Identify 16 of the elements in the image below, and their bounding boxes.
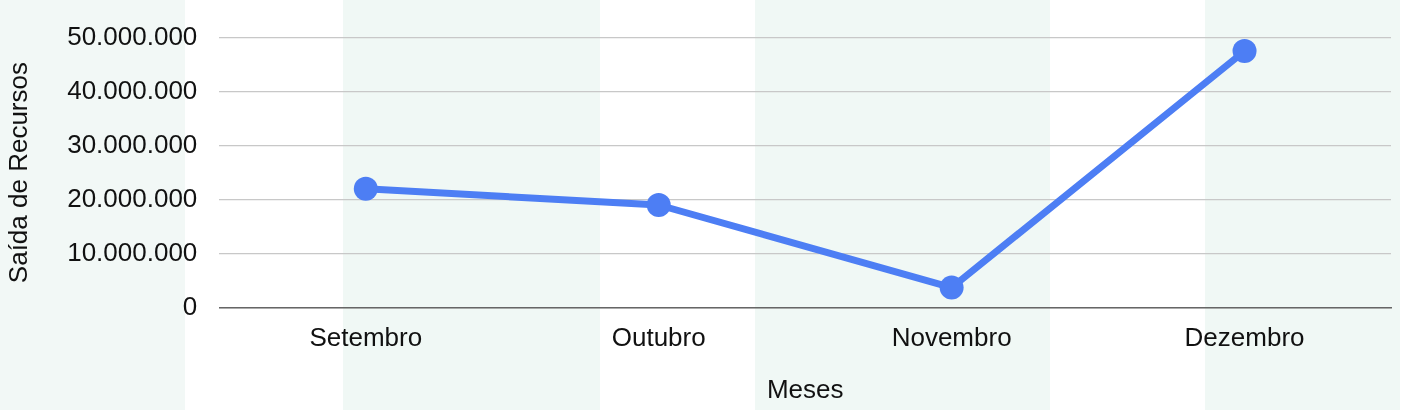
point [1232,39,1257,64]
y-tick-label: 10.000.000 [67,236,198,267]
y-axis-title: Saída de Recursos [2,62,33,284]
point [353,176,378,201]
point [646,193,671,217]
x-axis-title: Meses [766,373,844,404]
point [939,275,964,300]
y-tick-label: 20.000.000 [67,182,198,213]
x-tick-label: Outubro [611,322,706,353]
y-tick-label: 0 [182,290,198,321]
x-tick-label: Novembro [891,322,1012,353]
y-tick-label: 50.000.000 [67,20,198,51]
y-tick-label: 40.000.000 [67,74,198,105]
x-tick-label: Dezembro [1184,322,1305,353]
y-tick-label: 30.000.000 [67,128,198,159]
x-tick-label: Setembro [309,322,423,353]
